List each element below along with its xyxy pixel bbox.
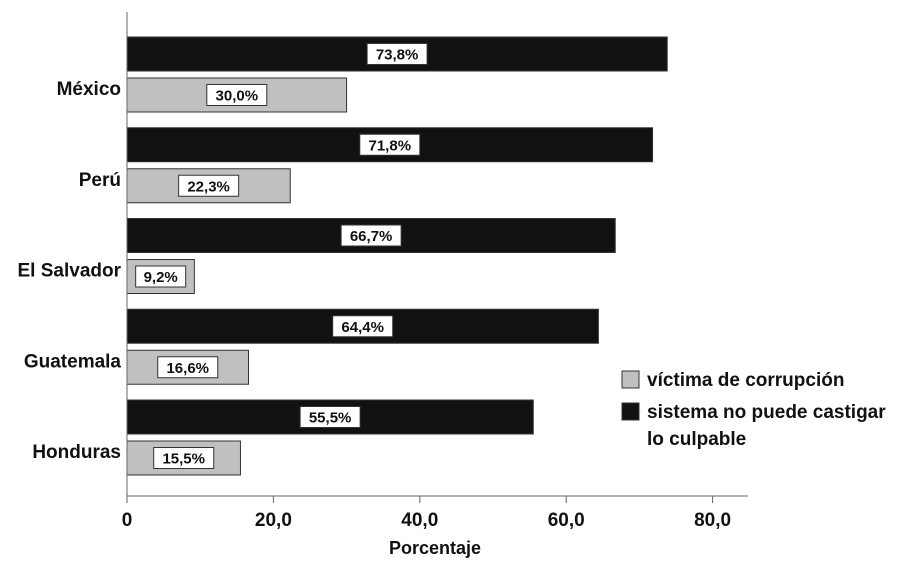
data-label: 64,4% [341, 319, 384, 336]
data-label: 66,7% [350, 228, 393, 245]
data-label: 16,6% [166, 360, 209, 377]
data-label: 30,0% [216, 88, 259, 105]
data-label: 15,5% [162, 451, 205, 468]
bars-layer: 73,8% 30,0% 71,8% 22,3% 66,7% 9,2% 64,4% 16,6% 5… [127, 37, 667, 475]
x-axis-title: Porcentaje [389, 538, 481, 558]
data-label: 9,2% [144, 269, 178, 286]
x-tick-label: 80,0 [694, 510, 731, 531]
category-labels: México Perú El Salvador Guatemala Honduras [18, 79, 122, 463]
category-label: Honduras [32, 442, 121, 463]
legend-label: sistema no puede castigar [647, 402, 886, 423]
category-label: Guatemala [24, 351, 122, 372]
ticks-layer: 0 20,0 40,0 60,0 80,0 [122, 496, 731, 531]
data-label: 71,8% [369, 137, 412, 154]
data-label: 55,5% [309, 410, 352, 427]
x-tick-label: 40,0 [401, 510, 438, 531]
category-label: Perú [79, 170, 121, 191]
x-tick-label: 0 [122, 510, 133, 531]
legend-label: víctima de corrupción [647, 370, 844, 391]
legend-swatch [622, 403, 639, 420]
category-label: México [57, 79, 121, 100]
legend: víctima de corrupción sistema no puede ca… [622, 370, 886, 450]
legend-swatch [622, 371, 639, 388]
category-label: El Salvador [18, 261, 122, 282]
data-label: 22,3% [187, 178, 230, 195]
legend-label: lo culpable [647, 429, 746, 450]
data-label: 73,8% [376, 47, 419, 64]
x-tick-label: 20,0 [255, 510, 292, 531]
x-tick-label: 60,0 [548, 510, 585, 531]
